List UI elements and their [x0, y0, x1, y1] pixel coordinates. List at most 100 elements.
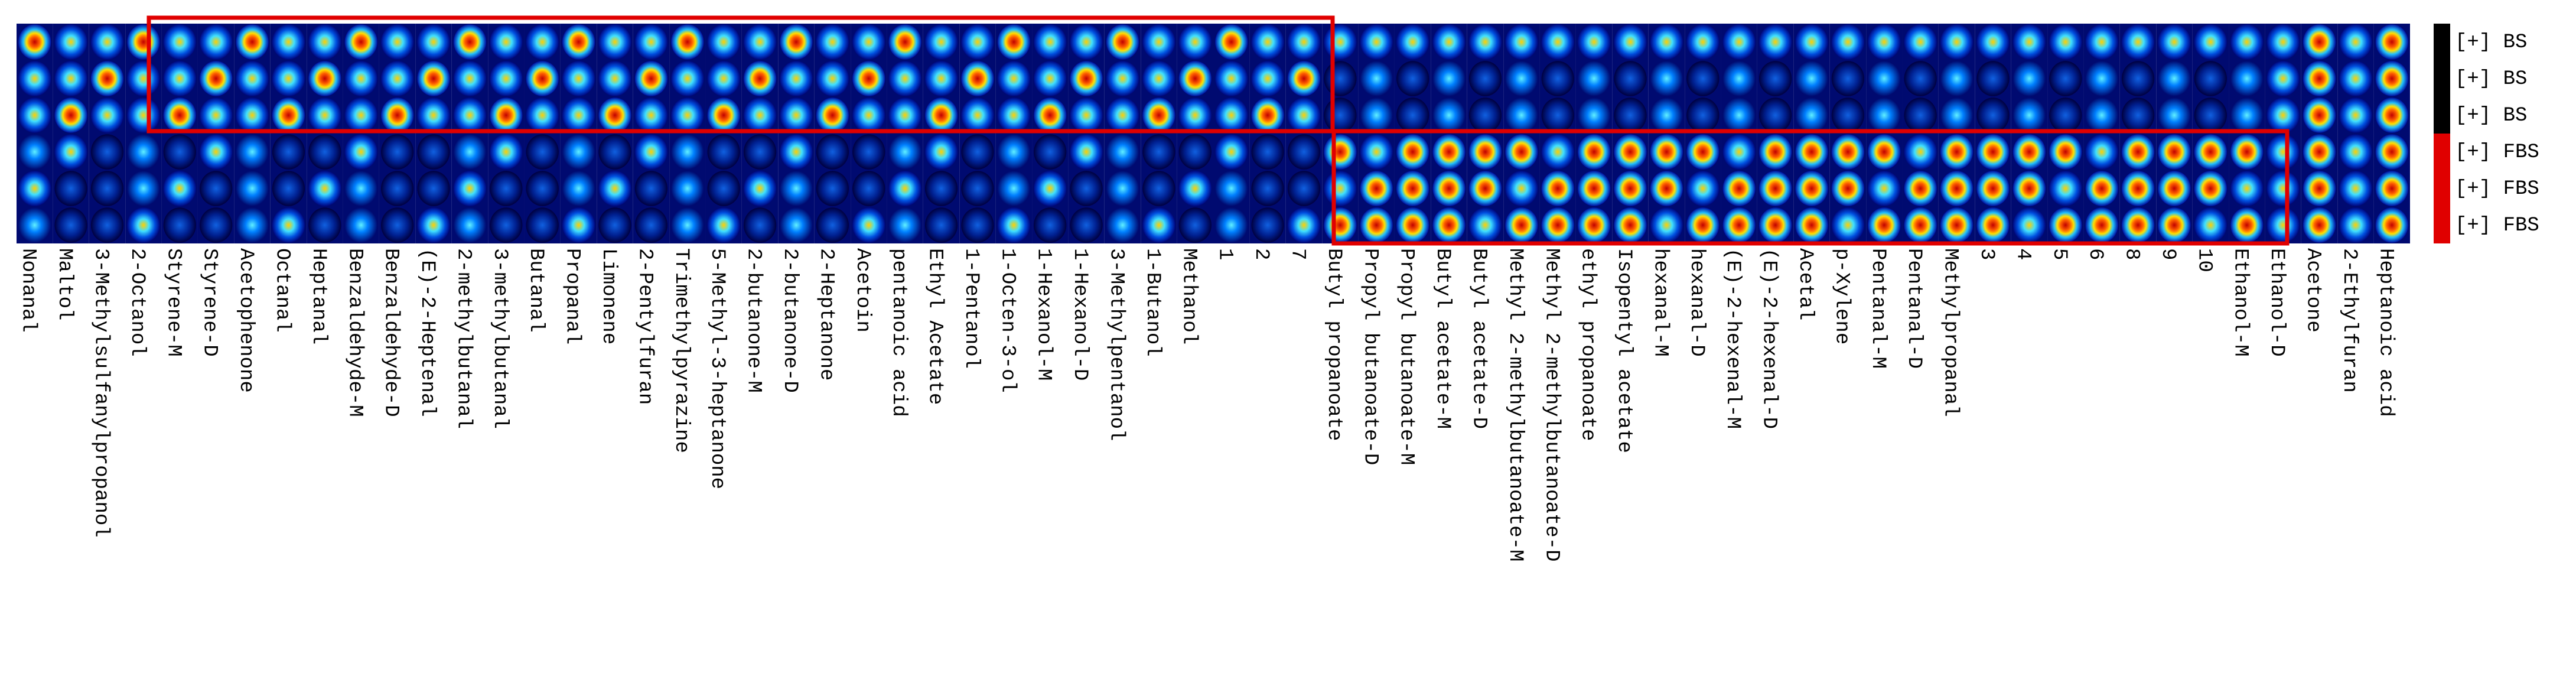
cell-blob: [1432, 61, 1466, 96]
cell-blob: [2158, 171, 2191, 206]
cell-blob: [634, 24, 668, 60]
cell-blob: [1324, 134, 1357, 170]
cell-blob: [127, 24, 160, 60]
cell-blob: [417, 97, 450, 133]
cell-blob: [707, 97, 740, 133]
cell-blob: [1650, 97, 1683, 133]
cell-blob: [997, 207, 1030, 243]
cell-blob: [888, 171, 921, 206]
cell-blob: [1468, 97, 1502, 133]
column-label: Pentanal-D: [1903, 248, 1925, 369]
cell-blob: [1614, 134, 1647, 170]
cell-blob: [816, 171, 849, 206]
cell-blob: [1432, 171, 1466, 206]
row-label: [+] BS: [2455, 105, 2527, 127]
cell-blob: [562, 134, 595, 170]
cell-blob: [961, 134, 994, 170]
cell-blob: [526, 24, 559, 60]
column-label: hexanal-M: [1649, 248, 1671, 357]
cell-blob: [344, 61, 377, 96]
column-label: Butyl acetate-M: [1431, 248, 1454, 429]
cell-blob: [272, 207, 305, 243]
cell-blob: [1106, 24, 1139, 60]
cell-blob: [1904, 207, 1937, 243]
cell-blob: [961, 207, 994, 243]
column-label: 3: [1975, 248, 1998, 260]
cell-blob: [1432, 134, 1466, 170]
cell-blob: [1034, 207, 1067, 243]
cell-blob: [344, 97, 377, 133]
cell-blob: [1142, 134, 1175, 170]
cell-blob: [1251, 171, 1284, 206]
column-label: Propyl butanoate-M: [1395, 248, 1418, 465]
column-label: (E)-2-hexenal-M: [1721, 248, 1744, 429]
cell-blob: [2339, 171, 2372, 206]
row-label: [+] BS: [2455, 68, 2527, 90]
cell-blob: [1106, 97, 1139, 133]
column-label: Acetoin: [851, 248, 874, 333]
cell-blob: [381, 207, 414, 243]
cell-blob: [1722, 134, 1756, 170]
cell-blob: [2375, 61, 2408, 96]
column-label: 1-Butanol: [1141, 248, 1164, 357]
cell-blob: [1686, 24, 1719, 60]
cell-blob: [924, 134, 958, 170]
cell-blob: [453, 24, 487, 60]
cell-blob: [200, 24, 233, 60]
cell-blob: [2230, 171, 2264, 206]
column-label: 2-Pentylfuran: [633, 248, 656, 405]
cell-blob: [1795, 207, 1828, 243]
cell-blob: [1215, 97, 1248, 133]
cell-blob: [1070, 207, 1103, 243]
cell-blob: [163, 207, 196, 243]
column-label: 5: [2048, 248, 2070, 260]
cell-blob: [272, 61, 305, 96]
cell-blob: [671, 171, 704, 206]
cell-blob: [272, 97, 305, 133]
cell-blob: [1868, 61, 1901, 96]
cell-blob: [308, 97, 341, 133]
cell-blob: [1614, 24, 1647, 60]
cell-blob: [308, 207, 341, 243]
cell-blob: [2194, 171, 2227, 206]
cell-blob: [1178, 207, 1212, 243]
cell-blob: [2121, 61, 2155, 96]
cell-blob: [200, 171, 233, 206]
cell-blob: [526, 171, 559, 206]
cell-blob: [2049, 97, 2082, 133]
column-label: 2-Octanol: [126, 248, 148, 357]
cell-blob: [961, 97, 994, 133]
highlight-box: [1331, 129, 2290, 246]
cell-blob: [1868, 97, 1901, 133]
cell-blob: [1360, 61, 1393, 96]
cell-blob: [997, 97, 1030, 133]
cell-blob: [1178, 134, 1212, 170]
column-label: 2-butanone-M: [742, 248, 765, 393]
cell-blob: [780, 24, 813, 60]
cell-blob: [1831, 207, 1865, 243]
cell-blob: [2012, 61, 2046, 96]
cell-blob: [54, 171, 87, 206]
cell-blob: [1976, 207, 2010, 243]
cell-blob: [1142, 61, 1175, 96]
cell-blob: [707, 171, 740, 206]
cell-blob: [1215, 171, 1248, 206]
cell-blob: [308, 24, 341, 60]
column-label: (E)-2-Heptenal: [416, 248, 438, 417]
cell-blob: [816, 24, 849, 60]
cell-blob: [90, 207, 124, 243]
row-label: [+] FBS: [2455, 141, 2539, 164]
cell-blob: [1868, 24, 1901, 60]
column-label: Benzaldehyde-D: [380, 248, 402, 417]
cell-blob: [1578, 61, 1611, 96]
cell-blob: [200, 134, 233, 170]
cell-blob: [1758, 61, 1792, 96]
cell-blob: [163, 97, 196, 133]
column-label: Methylpropanal: [1939, 248, 1962, 417]
cell-blob: [1758, 97, 1792, 133]
cell-blob: [634, 61, 668, 96]
cell-blob: [200, 207, 233, 243]
cell-blob: [1614, 97, 1647, 133]
cell-blob: [562, 61, 595, 96]
cell-blob: [2194, 97, 2227, 133]
